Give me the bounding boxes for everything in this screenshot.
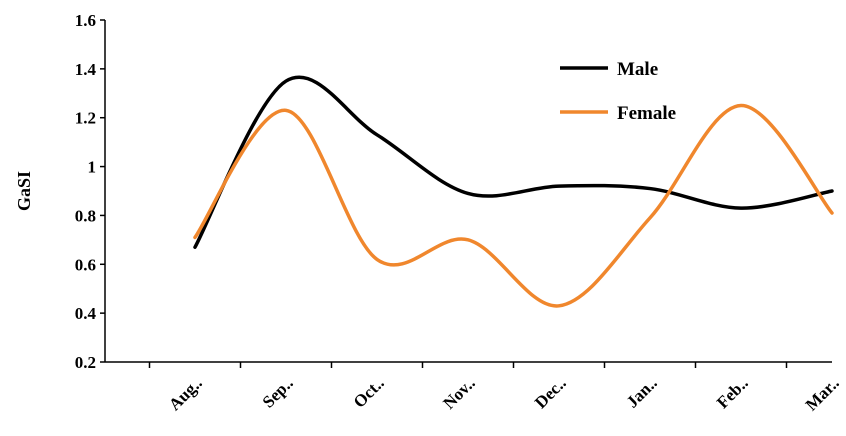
series-line-1 (195, 105, 832, 305)
y-tick-label: 0.2 (75, 353, 96, 372)
y-ticks: 0.2 0.4 0.6 0.8 1 1.2 1.4 1.6 (75, 11, 105, 372)
y-axis-title: GaSI (14, 171, 34, 211)
x-ticks: Aug.. Sep.. Oct.. Nov.. Dec.. Jan.. Feb.. Mar.. (150, 362, 843, 414)
y-tick-label: 1.6 (75, 11, 96, 30)
y-tick-label: 0.4 (75, 304, 97, 323)
x-tick-label: Nov.. (439, 373, 478, 412)
x-tick-label: Aug.. (165, 373, 206, 414)
x-tick-label: Oct.. (350, 373, 388, 411)
series-line-0 (195, 77, 832, 247)
y-tick-label: 0.8 (75, 206, 96, 225)
x-tick-label: Mar.. (802, 373, 843, 414)
plot-area (195, 77, 832, 306)
y-tick-label: 0.6 (75, 255, 96, 274)
x-tick-label: Sep.. (259, 373, 297, 411)
legend: Male Female (560, 59, 676, 124)
y-tick-label: 1.4 (75, 60, 97, 79)
y-tick-label: 1 (88, 158, 97, 177)
y-tick-label: 1.2 (75, 109, 96, 128)
x-tick-label: Jan.. (623, 373, 661, 411)
x-tick-label: Dec.. (531, 373, 570, 412)
legend-label: Female (617, 103, 676, 124)
x-tick-label: Feb.. (713, 373, 752, 412)
legend-label: Male (617, 59, 658, 80)
